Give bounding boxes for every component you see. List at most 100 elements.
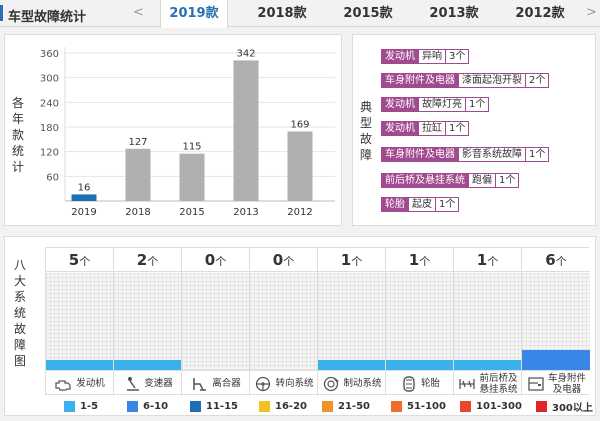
typical-faults-label-char: 典 — [359, 100, 372, 114]
chart-ylabel-char: 年 — [11, 112, 24, 126]
level-track — [182, 273, 249, 370]
system-name: 离合器 — [182, 370, 249, 396]
yearly-chart-panel: 各年款统计 60 120 180 240 300 360 16 2019 127 2018 115 2… — [4, 34, 342, 226]
tab-year-0[interactable]: 2019款 — [160, 0, 228, 28]
count-unit: 个 — [283, 255, 295, 268]
level-fill — [386, 360, 453, 370]
systems-label-char: 统 — [13, 306, 26, 320]
count-unit: 个 — [147, 255, 159, 268]
level-track — [250, 273, 317, 370]
legend-label: 101-300 — [476, 400, 522, 412]
system-label: 制动系统 — [343, 378, 382, 389]
fault-category: 前后桥及悬挂系统 — [381, 173, 469, 188]
tab-year-1[interactable]: 2018款 — [257, 6, 307, 21]
count-unit: 个 — [419, 255, 431, 268]
x-tick-label: 2015 — [179, 207, 204, 218]
bar-value-label: 169 — [290, 120, 309, 131]
page-title: 车型故障统计 — [0, 5, 86, 25]
legend-item: 300以上 — [536, 398, 593, 414]
system-column[interactable]: 2个变速器 — [114, 248, 182, 396]
x-tick-label: 2019 — [71, 207, 96, 218]
typical-faults-panel: 典型故障 发动机 异响 3个 车身附件及电器 漆面起泡开裂 2个 发动机 故障灯亮 1个 发动机拉… — [352, 34, 596, 226]
typical-faults-label: 典型故障 — [359, 99, 373, 163]
fault-item[interactable]: 车身附件及电器 影音系统故障 1个 — [381, 147, 550, 162]
legend-item: 6-10 — [127, 398, 168, 414]
tab-year-3[interactable]: 2013款 — [429, 6, 479, 21]
system-column[interactable]: 1个 制动系统 — [318, 248, 386, 396]
fault-item[interactable]: 发动机 拉缸 1个 — [381, 121, 470, 136]
count-unit: 个 — [79, 255, 91, 268]
bar-2018[interactable] — [125, 148, 151, 201]
fault-item[interactable]: 轮胎 起皮 1个 — [381, 197, 460, 212]
legend-swatch — [322, 400, 333, 412]
chart-ylabel-char: 计 — [11, 160, 24, 174]
level-fill — [46, 360, 113, 370]
system-fault-count: 0个 — [250, 248, 317, 272]
prev-arrow-button[interactable]: < — [133, 5, 144, 20]
next-arrow-button[interactable]: > — [586, 5, 597, 20]
chart-ylabel-char: 款 — [11, 128, 24, 142]
y-tick-label: 240 — [40, 98, 59, 109]
fault-detail: 跑偏 — [469, 173, 496, 188]
system-name: 前后桥及 悬挂系统 — [454, 370, 521, 396]
fault-item[interactable]: 车身附件及电器 漆面起泡开裂 2个 — [381, 73, 550, 88]
system-label-line: 车身附件 — [547, 372, 586, 384]
level-fill — [454, 360, 521, 370]
system-column[interactable]: 0个 转向系统 — [250, 248, 318, 396]
fault-category: 发动机 — [381, 97, 419, 112]
fault-item[interactable]: 前后桥及悬挂系统 跑偏 1个 — [381, 173, 520, 188]
system-column[interactable]: 1个轮胎 — [386, 248, 454, 396]
systems-grid: 5个 发动机 2个 变速器 0个 离合器 0个 转向系统 1个 制动系统 1个 轮胎 1个 前后桥及 悬挂系… — [45, 247, 590, 396]
tab-year-2[interactable]: 2015款 — [343, 6, 393, 21]
fault-count: 1个 — [436, 197, 460, 212]
system-fault-count: 1个 — [386, 248, 453, 272]
count-number: 0 — [204, 251, 216, 269]
fault-count: 1个 — [466, 97, 490, 112]
count-number: 2 — [136, 251, 148, 269]
fault-detail: 漆面起泡开裂 — [459, 73, 526, 88]
bar-2019[interactable] — [71, 194, 97, 201]
legend-item: 1-5 — [64, 398, 98, 414]
system-name: 制动系统 — [318, 370, 385, 396]
fault-detail: 故障灯亮 — [419, 97, 466, 112]
systems-label-char: 大 — [13, 274, 26, 288]
legend-label: 16-20 — [275, 400, 307, 412]
bar-2015[interactable] — [179, 153, 205, 201]
system-label: 车身附件 及电器 — [548, 373, 586, 395]
system-name: 变速器 — [114, 370, 181, 396]
system-fault-count: 1个 — [454, 248, 521, 272]
typical-faults-label-char: 障 — [359, 148, 372, 162]
chart-ylabel: 各年款统计 — [11, 95, 25, 175]
systems-label-char: 八 — [13, 258, 26, 272]
bar-value-label: 16 — [78, 182, 91, 193]
system-column[interactable]: 1个前后桥及 悬挂系统 — [454, 248, 522, 396]
bar-2012[interactable] — [287, 131, 313, 201]
fault-count: 1个 — [496, 173, 520, 188]
legend-item: 16-20 — [259, 398, 307, 414]
chart-ylabel-char: 统 — [11, 144, 24, 158]
bar-2013[interactable] — [233, 60, 259, 202]
level-fill — [318, 360, 385, 370]
legend-swatch — [536, 400, 547, 412]
level-fill — [114, 360, 181, 370]
count-unit: 个 — [215, 255, 227, 268]
chart-ylabel-char: 各 — [11, 96, 24, 110]
fault-item[interactable]: 发动机 异响 3个 — [381, 49, 470, 64]
systems-label: 八大系统故障图 — [13, 257, 27, 369]
fault-count: 1个 — [526, 147, 550, 162]
system-column[interactable]: 0个离合器 — [182, 248, 250, 396]
tab-year-4[interactable]: 2012款 — [515, 6, 565, 21]
system-column[interactable]: 5个 发动机 — [46, 248, 114, 396]
car-door-icon — [526, 376, 546, 392]
gear-shifter-icon — [122, 376, 142, 392]
fault-item[interactable]: 发动机 故障灯亮 1个 — [381, 97, 490, 112]
level-track — [114, 273, 181, 370]
fault-category: 车身附件及电器 — [381, 147, 459, 162]
engine-icon — [54, 376, 74, 392]
count-number: 1 — [408, 251, 420, 269]
system-label: 轮胎 — [420, 378, 440, 389]
legend-item: 51-100 — [391, 398, 446, 414]
system-column[interactable]: 6个 车身附件 及电器 — [522, 248, 590, 396]
level-track — [46, 273, 113, 370]
system-label: 前后桥及 悬挂系统 — [479, 373, 517, 395]
